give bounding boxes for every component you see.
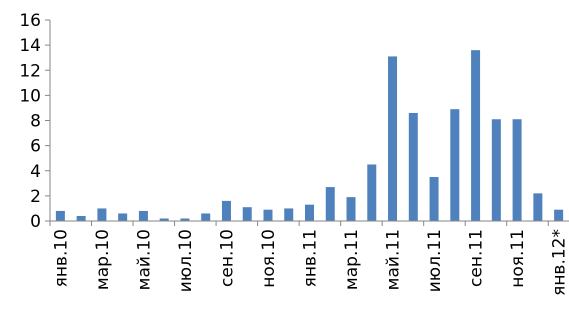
y-tick-label: 4 [30, 162, 41, 182]
bar-авг.11 [450, 109, 460, 221]
bar-май.10 [138, 210, 148, 221]
y-tick-label: 0 [30, 212, 41, 232]
bar-апр.10 [118, 213, 128, 221]
x-tick-label: мар.10 [93, 229, 113, 290]
y-tick-label: 2 [30, 187, 41, 207]
x-tick-label: май.11 [384, 229, 404, 290]
bar-апр.11 [367, 164, 377, 221]
bar-сен.10 [221, 200, 231, 221]
x-tick-label: янв.10 [51, 229, 71, 287]
bar-ноя.11 [512, 119, 522, 221]
y-tick-label: 6 [30, 137, 41, 157]
x-tick-label: ноя.10 [259, 229, 279, 288]
bar-авг.10 [201, 213, 211, 221]
y-tick-label: 12 [19, 61, 41, 81]
x-tick-label: янв.11 [301, 229, 321, 287]
bar-май.11 [388, 56, 398, 222]
x-tick-label: май.10 [134, 229, 154, 290]
bar-окт.11 [491, 119, 501, 221]
bar-фев.11 [325, 187, 335, 221]
bar-июл.10 [180, 218, 190, 221]
x-tick-label: июл.11 [425, 229, 445, 292]
y-tick-label: 10 [19, 86, 41, 106]
bar-янв.12* [554, 209, 564, 221]
y-tick-labels: 0 2 4 6 8 10 12 14 16 [19, 11, 41, 232]
bar-дек.11 [533, 193, 543, 221]
bar-фев.10 [76, 215, 86, 221]
y-tick-label: 8 [30, 112, 41, 132]
bar-июл.11 [429, 177, 439, 221]
bar-янв.10 [55, 210, 65, 221]
x-tick-label: сен.11 [467, 229, 487, 287]
bar-мар.10 [97, 208, 107, 221]
x-tick-label: сен.10 [217, 229, 237, 287]
bar-окт.10 [242, 207, 252, 221]
y-tick-label: 16 [19, 11, 41, 31]
x-tick-label: июл.10 [176, 229, 196, 292]
bars-layer [55, 50, 564, 222]
bar-дек.10 [284, 208, 294, 221]
bar-сен.11 [471, 50, 481, 222]
x-tick-label: мар.11 [342, 229, 362, 290]
bar-июн.10 [159, 218, 169, 221]
bar-ноя.10 [263, 209, 273, 221]
bar-мар.11 [346, 197, 356, 221]
x-tick-label: ноя.11 [508, 229, 528, 288]
x-tick-label: янв.12* [550, 229, 569, 296]
y-tick-label: 14 [19, 36, 41, 56]
axes-layer [45, 19, 569, 226]
bar-июн.11 [408, 112, 418, 221]
x-tick-labels: янв.10 мар.10 май.10 июл.10 сен.10 ноя.10 янв.… [51, 229, 569, 296]
bar-янв.11 [305, 204, 314, 221]
